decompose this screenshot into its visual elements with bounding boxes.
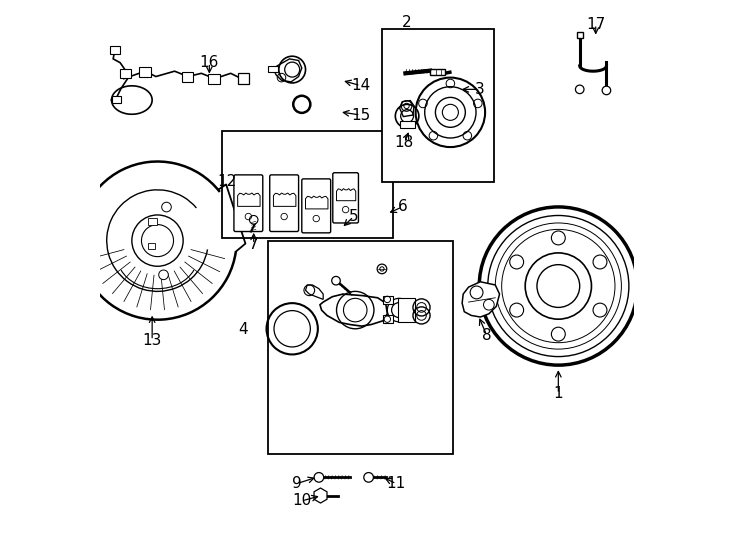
Bar — [383, 296, 393, 303]
Text: 2: 2 — [402, 15, 412, 30]
Text: 11: 11 — [387, 476, 406, 491]
Bar — [110, 46, 120, 53]
Text: 7: 7 — [249, 237, 258, 252]
Bar — [268, 241, 453, 454]
Circle shape — [602, 86, 611, 94]
Polygon shape — [399, 100, 414, 117]
Bar — [268, 66, 277, 72]
Bar — [238, 73, 250, 84]
Text: 5: 5 — [349, 209, 358, 224]
Text: 16: 16 — [200, 55, 219, 70]
Circle shape — [159, 270, 168, 280]
Polygon shape — [320, 294, 388, 326]
Polygon shape — [274, 59, 302, 82]
Text: 18: 18 — [395, 136, 414, 150]
Circle shape — [364, 472, 374, 482]
Bar — [208, 75, 220, 84]
Text: 12: 12 — [217, 174, 236, 190]
Circle shape — [161, 202, 171, 212]
Text: 13: 13 — [142, 333, 161, 348]
Bar — [382, 30, 494, 182]
Bar — [139, 67, 150, 77]
Circle shape — [250, 215, 258, 224]
Text: 4: 4 — [239, 322, 248, 338]
Circle shape — [314, 472, 324, 482]
Bar — [398, 298, 415, 322]
FancyBboxPatch shape — [234, 175, 263, 232]
Circle shape — [575, 85, 584, 93]
Text: 17: 17 — [586, 17, 606, 32]
Circle shape — [332, 276, 341, 285]
Text: 10: 10 — [292, 494, 311, 508]
Polygon shape — [305, 285, 323, 299]
Bar — [399, 122, 415, 128]
FancyBboxPatch shape — [302, 179, 330, 233]
Text: 8: 8 — [482, 328, 492, 343]
Text: 1: 1 — [553, 387, 563, 402]
FancyBboxPatch shape — [269, 175, 299, 232]
Bar — [222, 131, 393, 238]
Bar — [112, 96, 121, 103]
Polygon shape — [462, 282, 500, 317]
Text: 6: 6 — [397, 199, 407, 214]
Bar — [383, 315, 393, 323]
Bar — [576, 32, 583, 37]
Bar — [181, 72, 193, 82]
Text: 3: 3 — [474, 82, 484, 97]
FancyBboxPatch shape — [333, 173, 358, 223]
Bar — [430, 69, 445, 76]
Bar — [148, 244, 156, 248]
Bar — [148, 218, 158, 225]
Text: 9: 9 — [291, 476, 302, 491]
Bar — [120, 69, 131, 78]
Text: 15: 15 — [351, 107, 370, 123]
Text: 14: 14 — [351, 78, 370, 93]
